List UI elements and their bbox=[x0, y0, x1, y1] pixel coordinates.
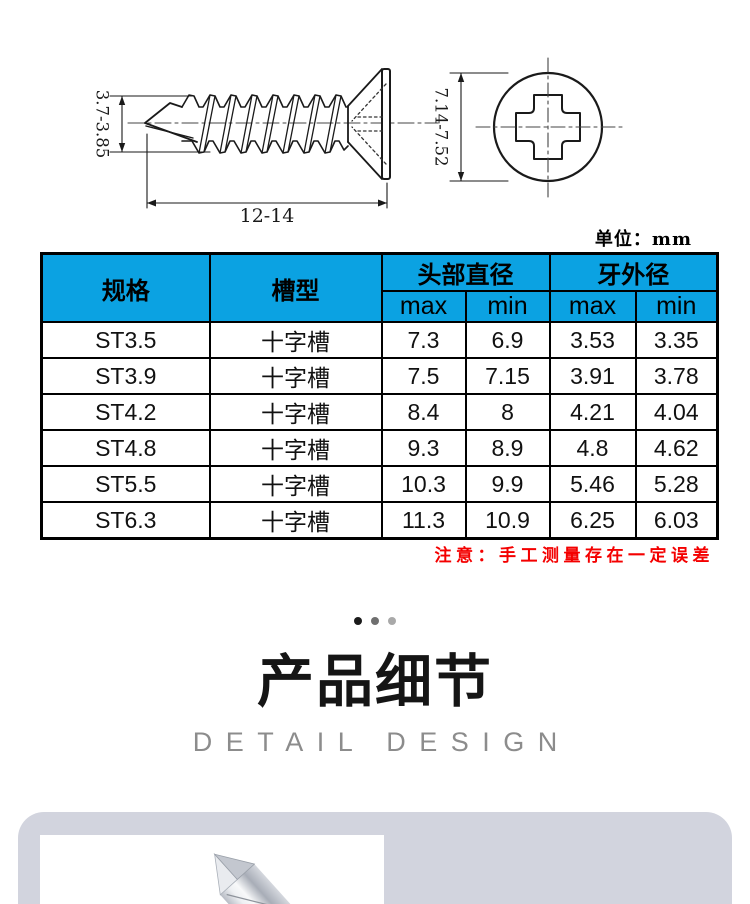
side-length-dimension-label: 12-14 bbox=[240, 205, 295, 227]
cell-head-max: 11.3 bbox=[380, 501, 467, 540]
col-header-od-min: min bbox=[634, 290, 719, 323]
phillips-cross-recess bbox=[515, 94, 581, 160]
cell-spec: ST4.8 bbox=[40, 429, 211, 467]
unit-label: 单位：mm bbox=[594, 229, 692, 250]
cell-head-max: 10.3 bbox=[380, 465, 467, 503]
cell-od-max: 4.21 bbox=[548, 393, 637, 431]
top-view-drawing bbox=[449, 57, 623, 199]
dot-icon bbox=[388, 617, 396, 625]
col-header-spec: 规格 bbox=[40, 252, 211, 323]
table-row: ST3.9 十字槽 7.5 7.15 3.91 3.78 bbox=[40, 357, 719, 395]
cell-head-max: 7.5 bbox=[380, 357, 467, 395]
cell-head-min: 9.9 bbox=[464, 465, 551, 503]
section-subtitle: DETAIL DESIGN bbox=[192, 727, 571, 757]
cell-head-min: 8 bbox=[464, 393, 551, 431]
cell-spec: ST4.2 bbox=[40, 393, 211, 431]
dot-icon bbox=[371, 617, 379, 625]
cell-od-min: 3.78 bbox=[634, 357, 719, 395]
spec-table-header: 规格 槽型 头部直径 牙外径 max min max min bbox=[40, 252, 719, 323]
table-row: ST3.5 十字槽 7.3 6.9 3.53 3.35 bbox=[40, 321, 719, 359]
cell-head-min: 8.9 bbox=[464, 429, 551, 467]
cell-od-min: 6.03 bbox=[634, 501, 719, 540]
col-header-slot: 槽型 bbox=[208, 252, 383, 323]
cell-head-max: 9.3 bbox=[380, 429, 467, 467]
cell-spec: ST3.9 bbox=[40, 357, 211, 395]
col-header-thread-od: 牙外径 bbox=[548, 252, 719, 292]
side-diameter-dimension-label: 3.7-3.85 bbox=[93, 90, 112, 159]
cell-head-max: 7.3 bbox=[380, 321, 467, 359]
table-row: ST5.5 十字槽 10.3 9.9 5.46 5.28 bbox=[40, 465, 719, 503]
cell-slot: 十字槽 bbox=[208, 465, 383, 503]
screw-tip-photo bbox=[213, 852, 355, 904]
cell-spec: ST6.3 bbox=[40, 501, 211, 540]
col-header-head-min: min bbox=[464, 290, 551, 323]
cell-od-max: 3.91 bbox=[548, 357, 637, 395]
cell-od-max: 3.53 bbox=[548, 321, 637, 359]
cell-od-min: 4.04 bbox=[634, 393, 719, 431]
cell-head-min: 6.9 bbox=[464, 321, 551, 359]
cell-od-max: 6.25 bbox=[548, 501, 637, 540]
technical-drawing: 3.7-3.85 12-14 7.14-7.52 bbox=[93, 57, 623, 227]
cell-od-max: 5.46 bbox=[548, 465, 637, 503]
cell-spec: ST5.5 bbox=[40, 465, 211, 503]
table-row: ST6.3 十字槽 11.3 10.9 6.25 6.03 bbox=[40, 501, 719, 540]
cell-head-min: 10.9 bbox=[464, 501, 551, 540]
cell-slot: 十字槽 bbox=[208, 321, 383, 359]
table-row: ST4.2 十字槽 8.4 8 4.21 4.04 bbox=[40, 393, 719, 431]
table-row: ST4.8 十字槽 9.3 8.9 4.8 4.62 bbox=[40, 429, 719, 467]
cell-od-max: 4.8 bbox=[548, 429, 637, 467]
measurement-note: 注意：手工测量存在一定误差 bbox=[434, 546, 714, 565]
section-title: 产品细节 bbox=[257, 650, 493, 714]
section-dots bbox=[0, 617, 750, 625]
col-header-od-max: max bbox=[548, 290, 637, 323]
dot-icon bbox=[354, 617, 362, 625]
head-diameter-dimension-label: 7.14-7.52 bbox=[432, 87, 451, 166]
detail-panel bbox=[18, 812, 732, 904]
cell-od-min: 3.35 bbox=[634, 321, 719, 359]
cell-od-min: 5.28 bbox=[634, 465, 719, 503]
cell-slot: 十字槽 bbox=[208, 501, 383, 540]
spec-table: 规格 槽型 头部直径 牙外径 max min max min ST3.5 十字槽… bbox=[40, 252, 719, 540]
col-header-head-max: max bbox=[380, 290, 467, 323]
cell-slot: 十字槽 bbox=[208, 393, 383, 431]
cell-spec: ST3.5 bbox=[40, 321, 211, 359]
detail-photo-card bbox=[40, 835, 384, 904]
cell-od-min: 4.62 bbox=[634, 429, 719, 467]
cell-head-max: 8.4 bbox=[380, 393, 467, 431]
cell-slot: 十字槽 bbox=[208, 357, 383, 395]
cell-head-min: 7.15 bbox=[464, 357, 551, 395]
cell-slot: 十字槽 bbox=[208, 429, 383, 467]
side-view-drawing bbox=[109, 68, 439, 209]
col-header-head-diameter: 头部直径 bbox=[380, 252, 551, 292]
